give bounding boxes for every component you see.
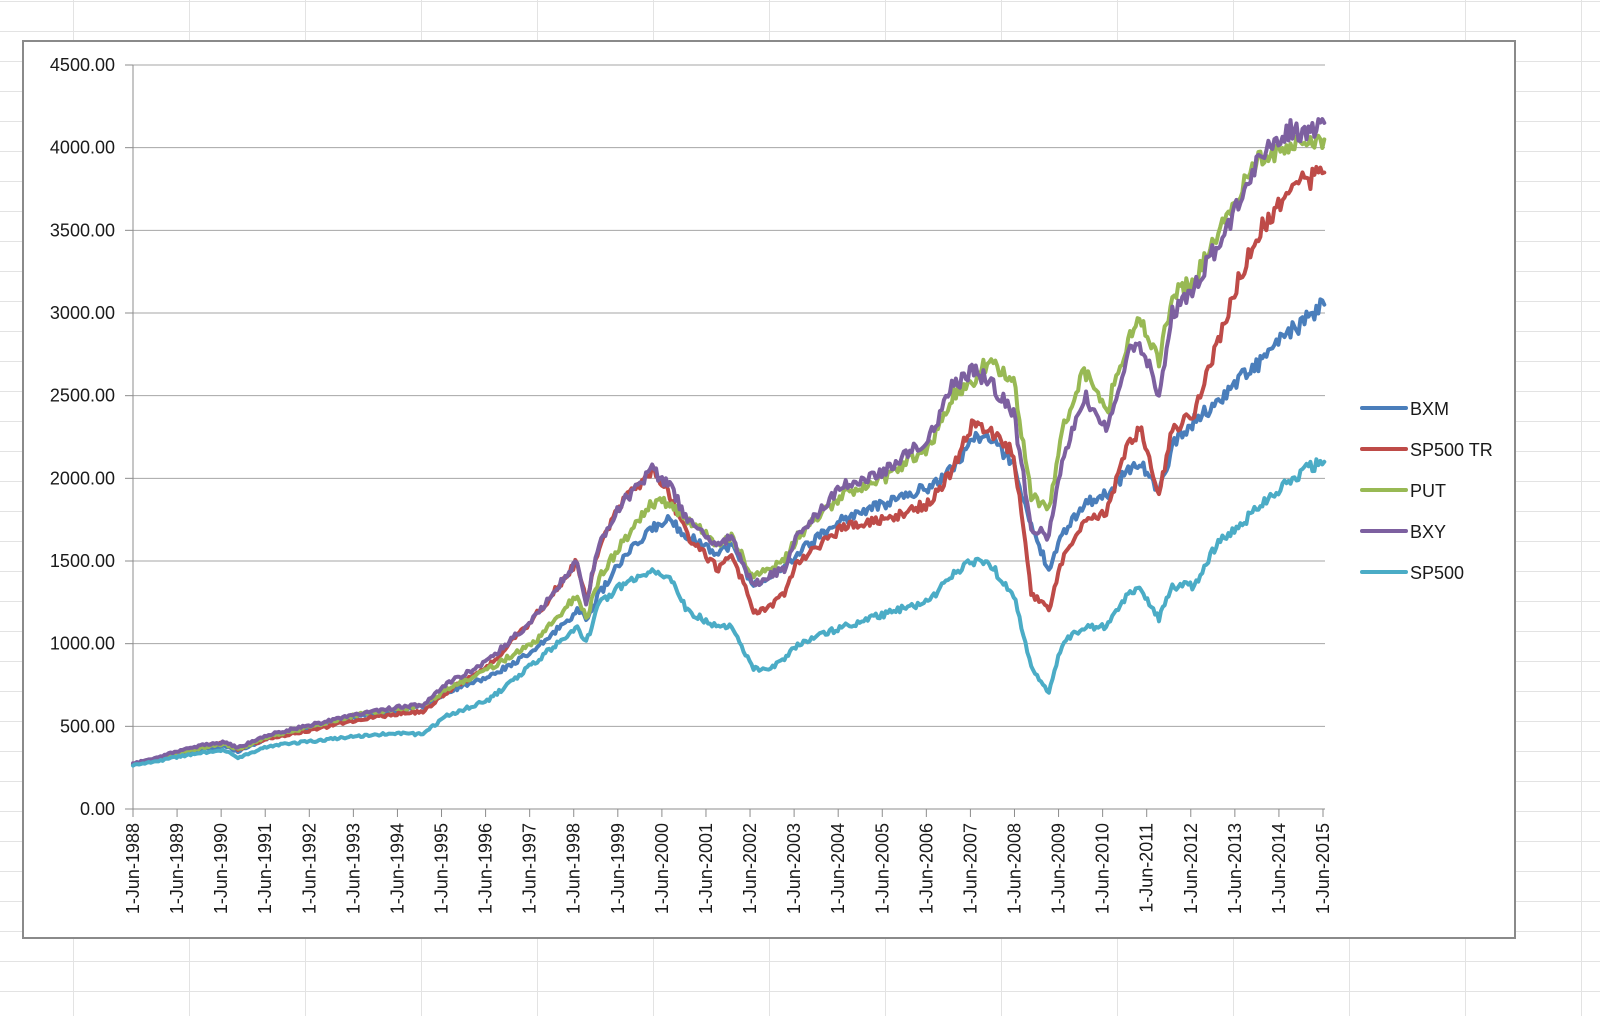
series-line-sp500 [131,457,1327,768]
y-tick-label: 4000.00 [50,138,115,158]
data-series [131,117,1327,768]
x-tick-label: 1-Jun-1998 [564,823,584,914]
y-tick-label: 3500.00 [50,220,115,240]
x-tick-label: 1-Jun-2006 [916,823,936,914]
legend-label: PUT [1410,481,1446,501]
x-tick-label: 1-Jun-1990 [211,823,231,914]
x-tick-label: 1-Jun-2004 [828,823,848,914]
chart-area[interactable] [22,40,1516,939]
x-tick-label: 1-Jun-2011 [1137,823,1157,913]
x-tick-label: 1-Jun-2012 [1181,823,1201,914]
x-tick-label: 1-Jun-1991 [255,823,275,914]
x-tick-label: 1-Jun-2014 [1269,823,1289,914]
x-tick-label: 1-Jun-1996 [476,823,496,914]
x-tick-label: 1-Jun-1994 [387,823,407,914]
legend-item-sp500[interactable]: SP500 [1360,563,1464,583]
x-tick-label: 1-Jun-2003 [784,823,804,914]
x-tick-label: 1-Jun-2008 [1004,823,1024,914]
x-tick-label: 1-Jun-2010 [1093,823,1113,914]
y-tick-label: 3000.00 [50,303,115,323]
x-tick-label: 1-Jun-1995 [432,823,452,914]
y-tick-label: 1000.00 [50,634,115,654]
y-tick-label: 1500.00 [50,551,115,571]
x-tick-label: 1-Jun-2000 [652,823,672,914]
x-tick-label: 1-Jun-2007 [960,823,980,914]
y-tick-label: 0.00 [80,799,115,819]
axes [125,64,1325,817]
x-tick-label: 1-Jun-2002 [740,823,760,914]
x-tick-label: 1-Jun-1988 [123,823,143,914]
horizontal-gridlines [133,64,1325,727]
x-tick-label: 1-Jun-2005 [872,823,892,914]
y-tick-label: 500.00 [60,716,115,736]
legend-label: BXM [1410,399,1449,419]
legend-item-bxy[interactable]: BXY [1360,522,1446,542]
series-line-bxm [131,297,1327,767]
x-tick-label: 1-Jun-1997 [520,823,540,914]
x-tick-label: 1-Jun-2013 [1225,823,1245,914]
x-tick-label: 1-Jun-2001 [696,823,716,914]
x-tick-label: 1-Jun-2015 [1313,823,1333,914]
legend-item-sp500-tr[interactable]: SP500 TR [1360,440,1493,460]
legend[interactable]: BXM SP500 TR PUT BXY SP500 [1360,399,1493,583]
y-tick-label: 2500.00 [50,386,115,406]
x-tick-label: 1-Jun-1993 [343,823,363,914]
x-tick-label: 1-Jun-1989 [167,823,187,914]
y-tick-label: 2000.00 [50,468,115,488]
legend-item-put[interactable]: PUT [1360,481,1446,501]
legend-label: BXY [1410,522,1446,542]
y-tick-label: 4500.00 [50,55,115,75]
legend-item-bxm[interactable]: BXM [1360,399,1449,419]
legend-label: SP500 TR [1410,440,1493,460]
x-axis-tick-labels: 1-Jun-1988 1-Jun-1989 1-Jun-1990 1-Jun-1991… [123,823,1333,914]
x-tick-label: 1-Jun-1992 [299,823,319,914]
series-line-sp500-tr [131,164,1327,767]
legend-label: SP500 [1410,563,1464,583]
x-tick-label: 1-Jun-1999 [608,823,628,914]
x-tick-label: 1-Jun-2009 [1049,823,1069,914]
series-line-bxy [131,117,1327,766]
y-axis-tick-labels: 0.00 500.00 1000.00 1500.00 2000.00 2500.00 30… [50,55,115,819]
